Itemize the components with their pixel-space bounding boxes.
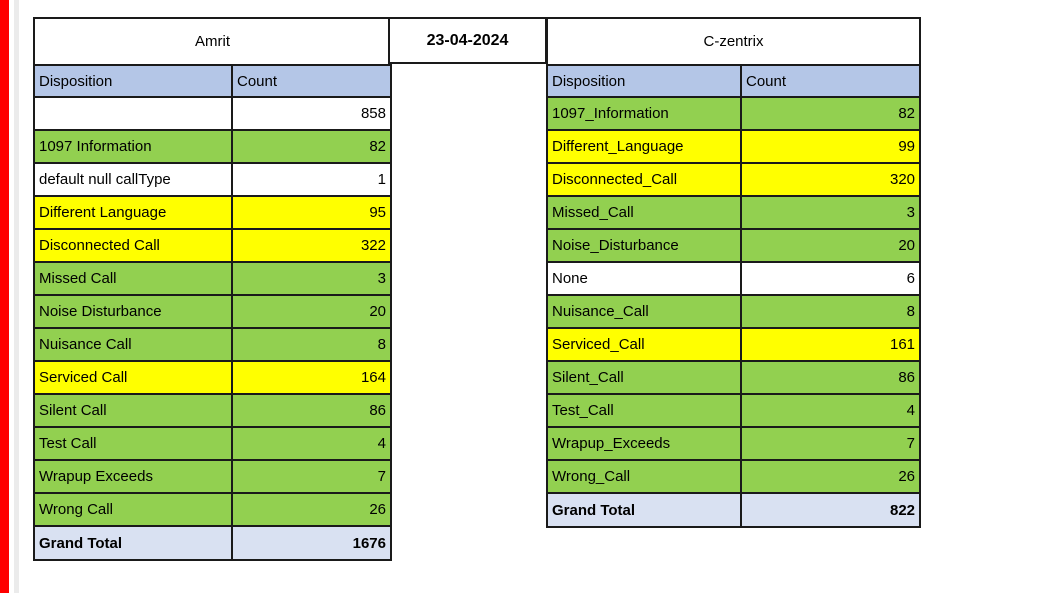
count-cell[interactable]: 7 [739,426,922,461]
count-cell[interactable]: 858 [231,96,392,131]
disposition-cell[interactable]: Wrapup_Exceeds [546,426,742,461]
grand-total-value[interactable]: 822 [739,492,922,528]
disposition-cell[interactable]: Nuisance_Call [546,294,742,329]
disposition-cell[interactable] [33,96,233,131]
table-title-row: Amrit [33,17,392,66]
table-row: default null callType 1 [33,162,392,197]
disposition-cell[interactable]: Disconnected Call [33,228,233,263]
disposition-cell[interactable]: Wrong_Call [546,459,742,494]
disposition-cell[interactable]: Noise Disturbance [33,294,233,329]
count-cell[interactable]: 26 [739,459,922,494]
column-header-count[interactable]: Count [231,64,392,98]
table-row: Wrapup_Exceeds 7 [546,426,922,461]
table-row: 1097 Information 82 [33,129,392,164]
table-row: Serviced Call 164 [33,360,392,395]
table-row: Wrong Call 26 [33,492,392,527]
disposition-cell[interactable]: Silent_Call [546,360,742,395]
count-cell[interactable]: 82 [739,96,922,131]
grand-total-label[interactable]: Grand Total [33,525,233,561]
table-row: Different Language 95 [33,195,392,230]
window-edge-red-bar [0,0,9,593]
disposition-cell[interactable]: Different Language [33,195,233,230]
table-row: Silent_Call 86 [546,360,922,395]
table-row: Wrapup Exceeds 7 [33,459,392,494]
count-cell[interactable]: 82 [231,129,392,164]
count-cell[interactable]: 320 [739,162,922,197]
table-row: Test Call 4 [33,426,392,461]
amrit-disposition-table: Amrit Disposition Count 858 1097 Informat… [33,17,392,561]
count-cell[interactable]: 6 [739,261,922,296]
count-cell[interactable]: 8 [739,294,922,329]
grand-total-label[interactable]: Grand Total [546,492,742,528]
table-row: Wrong_Call 26 [546,459,922,494]
table-row: Silent Call 86 [33,393,392,428]
table-row: Test_Call 4 [546,393,922,428]
table-row: 858 [33,96,392,131]
disposition-cell[interactable]: Test Call [33,426,233,461]
table-row: Noise_Disturbance 20 [546,228,922,263]
disposition-cell[interactable]: None [546,261,742,296]
count-cell[interactable]: 26 [231,492,392,527]
column-header-row: Disposition Count [33,64,392,98]
disposition-cell[interactable]: 1097_Information [546,96,742,131]
table-row: Noise Disturbance 20 [33,294,392,329]
count-cell[interactable]: 1 [231,162,392,197]
czentrix-disposition-table: C-zentrix Disposition Count 1097_Informa… [545,17,922,528]
column-header-count[interactable]: Count [739,64,922,98]
count-cell[interactable]: 4 [231,426,392,461]
disposition-cell[interactable]: Missed_Call [546,195,742,230]
disposition-cell[interactable]: Missed Call [33,261,233,296]
disposition-cell[interactable]: 1097 Information [33,129,233,164]
table-row: Disconnected Call 322 [33,228,392,263]
disposition-cell[interactable]: Test_Call [546,393,742,428]
column-header-disposition[interactable]: Disposition [546,64,742,98]
date-cell[interactable]: 23-04-2024 [388,17,547,64]
disposition-cell[interactable]: Serviced Call [33,360,233,395]
disposition-cell[interactable]: Noise_Disturbance [546,228,742,263]
count-cell[interactable]: 20 [739,228,922,263]
count-cell[interactable]: 86 [231,393,392,428]
count-cell[interactable]: 4 [739,393,922,428]
count-cell[interactable]: 322 [231,228,392,263]
count-cell[interactable]: 20 [231,294,392,329]
table-row: Different_Language 99 [546,129,922,164]
count-cell[interactable]: 99 [739,129,922,164]
count-cell[interactable]: 7 [231,459,392,494]
gutter-divider-line [14,0,19,593]
disposition-cell[interactable]: Different_Language [546,129,742,164]
table-row: None 6 [546,261,922,296]
table-row: Serviced_Call 161 [546,327,922,362]
table-row: Nuisance_Call 8 [546,294,922,329]
count-cell[interactable]: 161 [739,327,922,362]
disposition-cell[interactable]: Nuisance Call [33,327,233,362]
table-row: Missed Call 3 [33,261,392,296]
table-row: Nuisance Call 8 [33,327,392,362]
table-row: Missed_Call 3 [546,195,922,230]
table-title-amrit[interactable]: Amrit [33,17,392,66]
disposition-cell[interactable]: default null callType [33,162,233,197]
table-title-czentrix[interactable]: C-zentrix [545,17,922,66]
grand-total-value[interactable]: 1676 [231,525,392,561]
disposition-cell[interactable]: Wrapup Exceeds [33,459,233,494]
grand-total-row: Grand Total 822 [546,492,922,528]
disposition-cell[interactable]: Wrong Call [33,492,233,527]
column-header-disposition[interactable]: Disposition [33,64,233,98]
count-cell[interactable]: 3 [231,261,392,296]
disposition-cell[interactable]: Disconnected_Call [546,162,742,197]
disposition-cell[interactable]: Silent Call [33,393,233,428]
count-cell[interactable]: 3 [739,195,922,230]
count-cell[interactable]: 95 [231,195,392,230]
count-cell[interactable]: 86 [739,360,922,395]
table-title-row: C-zentrix [545,17,922,66]
grand-total-row: Grand Total 1676 [33,525,392,561]
count-cell[interactable]: 164 [231,360,392,395]
column-header-row: Disposition Count [546,64,922,98]
count-cell[interactable]: 8 [231,327,392,362]
table-row: 1097_Information 82 [546,96,922,131]
table-row: Disconnected_Call 320 [546,162,922,197]
disposition-cell[interactable]: Serviced_Call [546,327,742,362]
